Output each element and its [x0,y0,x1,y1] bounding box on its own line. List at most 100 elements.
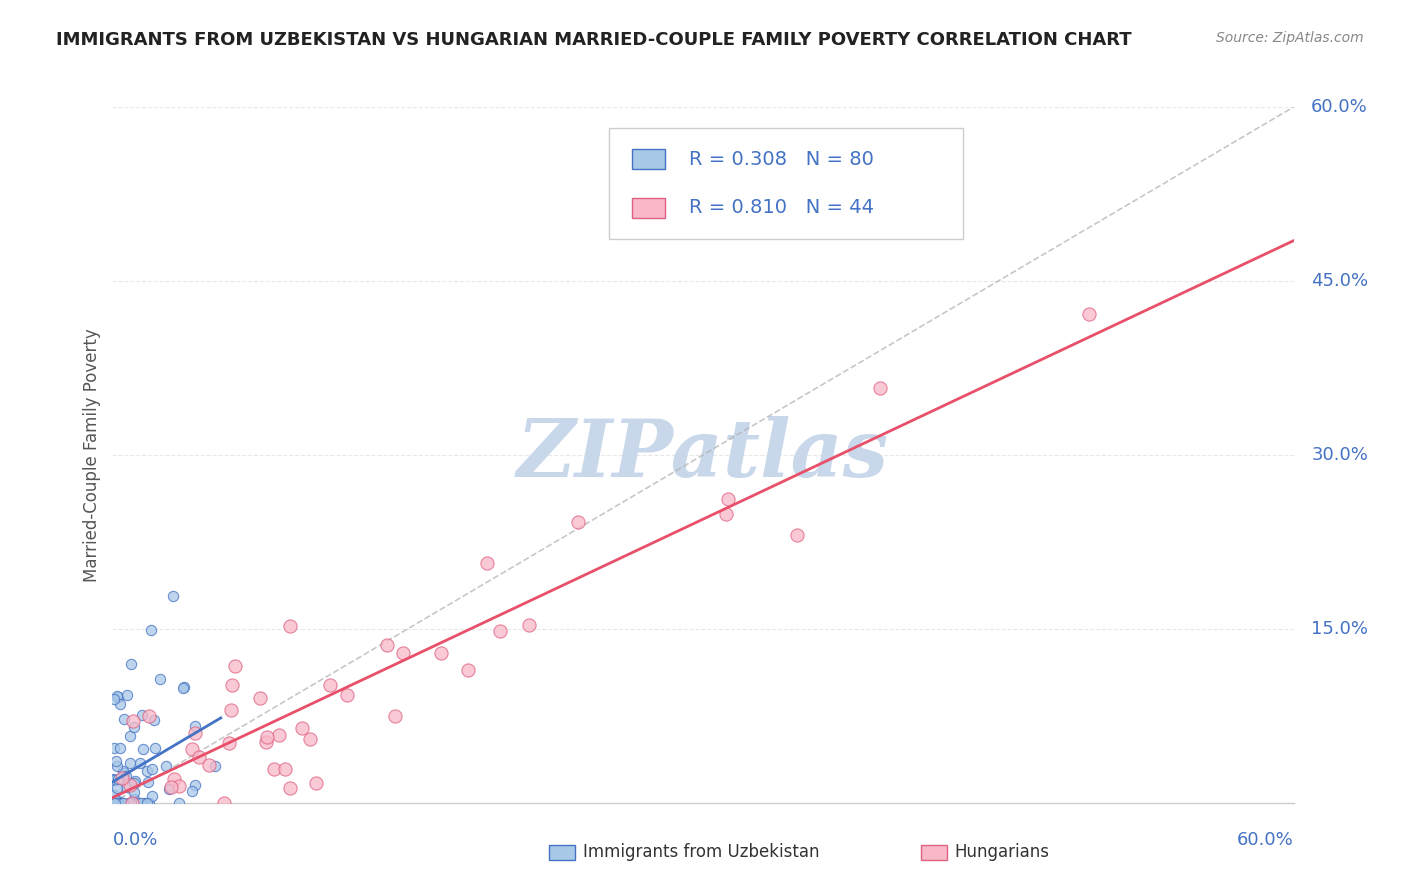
Point [128,756,150,771]
Point [336,688,359,702]
Point [375,638,398,652]
Point [107,796,129,810]
Point [319,678,342,692]
Point [111,796,134,810]
FancyBboxPatch shape [633,150,665,169]
Point [110,796,132,810]
Point [786,527,808,541]
Point [184,719,207,733]
Point [299,732,322,747]
Point [101,772,124,786]
Point [105,689,128,703]
Point [120,657,142,672]
Point [181,742,204,756]
Point [184,779,207,793]
Point [122,720,145,734]
Point [188,750,211,764]
Point [219,703,242,717]
Point [256,730,278,744]
Point [305,776,328,790]
Point [184,726,207,740]
Point [132,796,155,810]
Point [139,623,162,637]
Point [122,785,145,799]
Point [218,736,240,750]
Text: Immigrants from Uzbekistan: Immigrants from Uzbekistan [582,843,820,861]
Y-axis label: Married-Couple Family Poverty: Married-Couple Family Poverty [83,328,101,582]
Point [267,728,290,742]
Point [105,795,128,809]
Point [105,755,128,769]
Point [384,709,406,723]
Point [118,796,141,810]
Text: 45.0%: 45.0% [1312,272,1368,290]
FancyBboxPatch shape [609,128,963,239]
Text: R = 0.810   N = 44: R = 0.810 N = 44 [689,198,873,218]
Point [107,796,129,810]
Point [136,764,159,778]
Text: 60.0%: 60.0% [1237,830,1294,848]
FancyBboxPatch shape [550,845,575,860]
Point [104,796,127,810]
Point [118,756,141,771]
Point [103,741,125,756]
Point [115,768,138,782]
Point [131,708,153,723]
FancyBboxPatch shape [633,198,665,218]
Text: Hungarians: Hungarians [955,843,1049,861]
Point [108,740,131,755]
Text: 0.0%: 0.0% [112,830,157,848]
Point [111,771,134,785]
Point [160,780,183,794]
Point [105,796,128,810]
Point [475,556,498,570]
Point [131,796,153,810]
Point [103,796,125,810]
Point [198,758,221,772]
Point [103,796,125,810]
Point [169,779,191,793]
Text: R = 0.308   N = 80: R = 0.308 N = 80 [689,150,873,169]
Point [173,680,195,694]
Point [567,515,589,529]
Text: Source: ZipAtlas.com: Source: ZipAtlas.com [1216,31,1364,45]
Point [149,672,172,686]
Point [117,796,139,810]
Point [249,691,271,706]
Point [143,713,166,727]
Point [112,712,135,726]
Point [105,796,128,810]
Point [118,778,141,792]
Point [103,692,125,706]
Point [118,729,141,743]
Point [869,381,891,395]
Point [110,698,132,712]
Point [105,758,128,772]
Point [141,762,163,776]
Point [110,796,132,810]
Point [124,773,146,788]
Point [714,507,737,521]
Point [111,796,134,810]
Text: ZIPatlas: ZIPatlas [517,417,889,493]
Point [110,796,132,810]
Point [172,681,194,695]
Point [124,796,146,810]
Point [110,796,132,810]
Point [489,624,512,639]
Point [121,796,143,810]
Point [105,796,128,810]
Point [107,772,129,786]
Point [221,678,243,692]
Point [108,796,131,810]
Text: 15.0%: 15.0% [1312,620,1368,638]
Point [155,759,177,773]
Point [143,741,166,756]
Point [104,796,127,810]
Point [204,759,226,773]
Point [122,792,145,806]
Point [120,796,142,810]
Point [263,762,285,776]
Point [127,796,149,810]
Point [111,796,134,810]
